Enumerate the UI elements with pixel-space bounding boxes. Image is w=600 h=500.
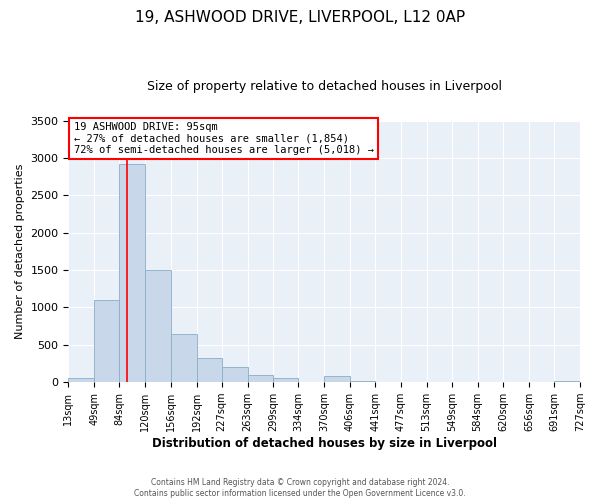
Title: Size of property relative to detached houses in Liverpool: Size of property relative to detached ho…: [147, 80, 502, 93]
Text: 19 ASHWOOD DRIVE: 95sqm
← 27% of detached houses are smaller (1,854)
72% of semi: 19 ASHWOOD DRIVE: 95sqm ← 27% of detache…: [74, 122, 374, 155]
Bar: [350, 380, 375, 382]
Bar: [145, 270, 171, 382]
Bar: [248, 374, 274, 382]
Bar: [274, 378, 298, 382]
Bar: [68, 378, 94, 382]
Text: Contains HM Land Registry data © Crown copyright and database right 2024.
Contai: Contains HM Land Registry data © Crown c…: [134, 478, 466, 498]
Text: 19, ASHWOOD DRIVE, LIVERPOOL, L12 0AP: 19, ASHWOOD DRIVE, LIVERPOOL, L12 0AP: [135, 10, 465, 25]
Bar: [554, 380, 580, 382]
X-axis label: Distribution of detached houses by size in Liverpool: Distribution of detached houses by size …: [152, 437, 497, 450]
Bar: [171, 334, 197, 382]
Bar: [222, 368, 248, 382]
Bar: [324, 376, 350, 382]
Bar: [197, 358, 222, 382]
Bar: [94, 300, 119, 382]
Bar: [119, 164, 145, 382]
Y-axis label: Number of detached properties: Number of detached properties: [15, 164, 25, 339]
